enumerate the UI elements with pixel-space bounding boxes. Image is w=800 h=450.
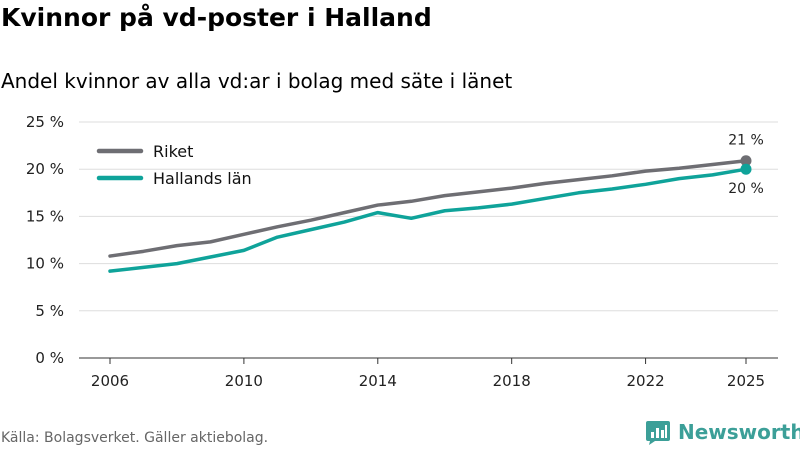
end-value-label: 21 % xyxy=(728,133,764,149)
x-tick-label: 2006 xyxy=(91,372,129,390)
legend-label: Riket xyxy=(153,142,193,161)
series-line-hallands-lan xyxy=(108,167,748,273)
x-tick-label: 2022 xyxy=(626,372,664,390)
data-labels: 21 % 20 % xyxy=(728,133,764,197)
y-tick-label: 25 % xyxy=(26,113,64,131)
y-tick-label: 15 % xyxy=(26,207,64,225)
series-end-marker xyxy=(740,163,752,175)
series-line-riket xyxy=(108,158,748,258)
x-tick-label: 2018 xyxy=(493,372,531,390)
end-value-label: 20 % xyxy=(728,181,764,197)
y-tick-label: 0 % xyxy=(35,349,64,367)
y-tick-label: 20 % xyxy=(26,160,64,178)
x-tick-label: 2010 xyxy=(225,372,263,390)
newsworthy-logo-icon xyxy=(646,421,670,445)
legend-label: Hallands län xyxy=(153,169,252,188)
brand-logo: Newsworthy xyxy=(645,419,800,445)
chart-subtitle: Andel kvinnor av alla vd:ar i bolag med … xyxy=(1,69,513,93)
brand-name: Newsworthy xyxy=(678,420,800,444)
source-note: Källa: Bolagsverket. Gäller aktiebolag. xyxy=(1,430,269,446)
legend: Riket Hallands län xyxy=(96,142,252,188)
y-tick-label: 5 % xyxy=(35,302,64,320)
x-tick-label: 2014 xyxy=(359,372,397,390)
y-tick-label: 10 % xyxy=(26,255,64,273)
series-lines xyxy=(108,155,752,273)
series-end-marker xyxy=(740,155,752,167)
axes: 0 % 5 % 10 % 15 % 20 % 25 % 2006 2010 2014 2018 20… xyxy=(26,113,778,390)
x-tick-label: 2025 xyxy=(727,372,765,390)
chart-title: Kvinnor på vd-poster i Halland xyxy=(1,3,432,32)
